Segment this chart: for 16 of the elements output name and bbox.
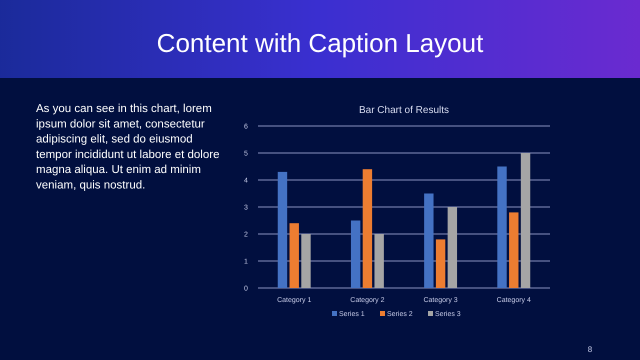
text: 8: [588, 345, 593, 354]
text: As you can see in this chart, lorem ipsum dolor sit amet, consectetur adipiscing elit, sed do eiusmod tempor incididunt ut labore et dolore magna aliqua. Ut enim ad minim veniam, quis nostrud.: [36, 103, 220, 192]
bar: [301, 234, 311, 288]
chart-title: Bar Chart of Results: [358, 105, 450, 116]
bar: [424, 194, 434, 288]
bar: [350, 220, 360, 288]
bar: [362, 169, 372, 288]
bar: [436, 239, 446, 288]
bar: [497, 166, 507, 288]
bar: [290, 223, 299, 288]
bar: [509, 212, 518, 288]
bar: [448, 207, 458, 288]
bar: [520, 153, 530, 288]
bar: [374, 234, 384, 288]
bar: [278, 172, 288, 288]
text: Content with Caption Layout: [156, 28, 484, 58]
